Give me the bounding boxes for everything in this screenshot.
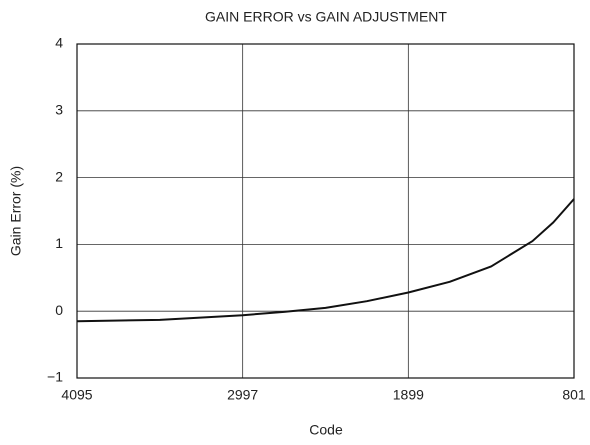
y-tick-label: 2	[55, 168, 63, 184]
chart-title: GAIN ERROR vs GAIN ADJUSTMENT	[205, 9, 447, 25]
x-axis-label: Code	[309, 422, 343, 438]
y-axis-label: Gain Error (%)	[8, 166, 24, 256]
x-tick-label: 2997	[227, 387, 258, 403]
y-tick-label: 1	[55, 235, 63, 251]
x-tick-label: 1899	[393, 387, 424, 403]
x-tick-label: 801	[562, 387, 586, 403]
y-tick-label: 4	[55, 35, 63, 51]
data-line	[76, 198, 575, 323]
y-tick-label: −1	[47, 369, 63, 385]
x-tick-label: 4095	[61, 387, 92, 403]
y-tick-label: 0	[55, 302, 63, 318]
plot-frame	[76, 43, 575, 379]
y-tick-label: 3	[55, 102, 63, 118]
